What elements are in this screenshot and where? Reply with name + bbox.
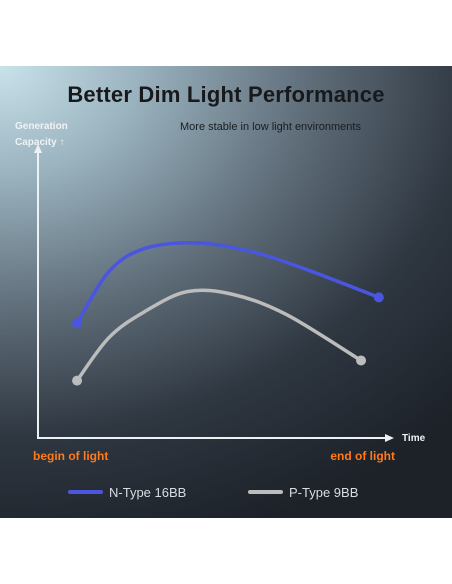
y-axis-arrow bbox=[34, 144, 42, 153]
series-line-p-type bbox=[75, 288, 363, 383]
legend-label-p-type: P-Type 9BB bbox=[289, 484, 359, 500]
series-point-p-type-start bbox=[72, 375, 83, 386]
series-point-n-type-start bbox=[72, 318, 83, 329]
series-point-n-type-end bbox=[373, 292, 384, 303]
legend-item-p-type: P-Type 9BB bbox=[248, 484, 359, 500]
series-line-n-type bbox=[75, 241, 381, 325]
x-start-label: begin of light bbox=[33, 449, 109, 463]
chart-plot bbox=[34, 144, 394, 442]
chart-subtitle: More stable in low light environments bbox=[180, 121, 361, 133]
series-layer bbox=[72, 241, 384, 386]
x-axis-label: Time bbox=[402, 433, 426, 444]
axes bbox=[34, 144, 394, 442]
x-end-label: end of light bbox=[330, 449, 395, 463]
y-axis-label: Generation Capacity ↑ bbox=[15, 121, 68, 148]
legend-label-n-type: N-Type 16BB bbox=[109, 484, 187, 500]
legend-item-n-type: N-Type 16BB bbox=[68, 484, 187, 500]
legend-swatch-p-type bbox=[248, 490, 283, 494]
chart-title: Better Dim Light Performance bbox=[67, 82, 385, 107]
series-point-p-type-end bbox=[356, 355, 367, 366]
chart-card: Better Dim Light Performance More stable… bbox=[0, 66, 452, 518]
x-axis-arrow bbox=[385, 434, 394, 442]
legend-swatch-n-type bbox=[68, 490, 103, 494]
